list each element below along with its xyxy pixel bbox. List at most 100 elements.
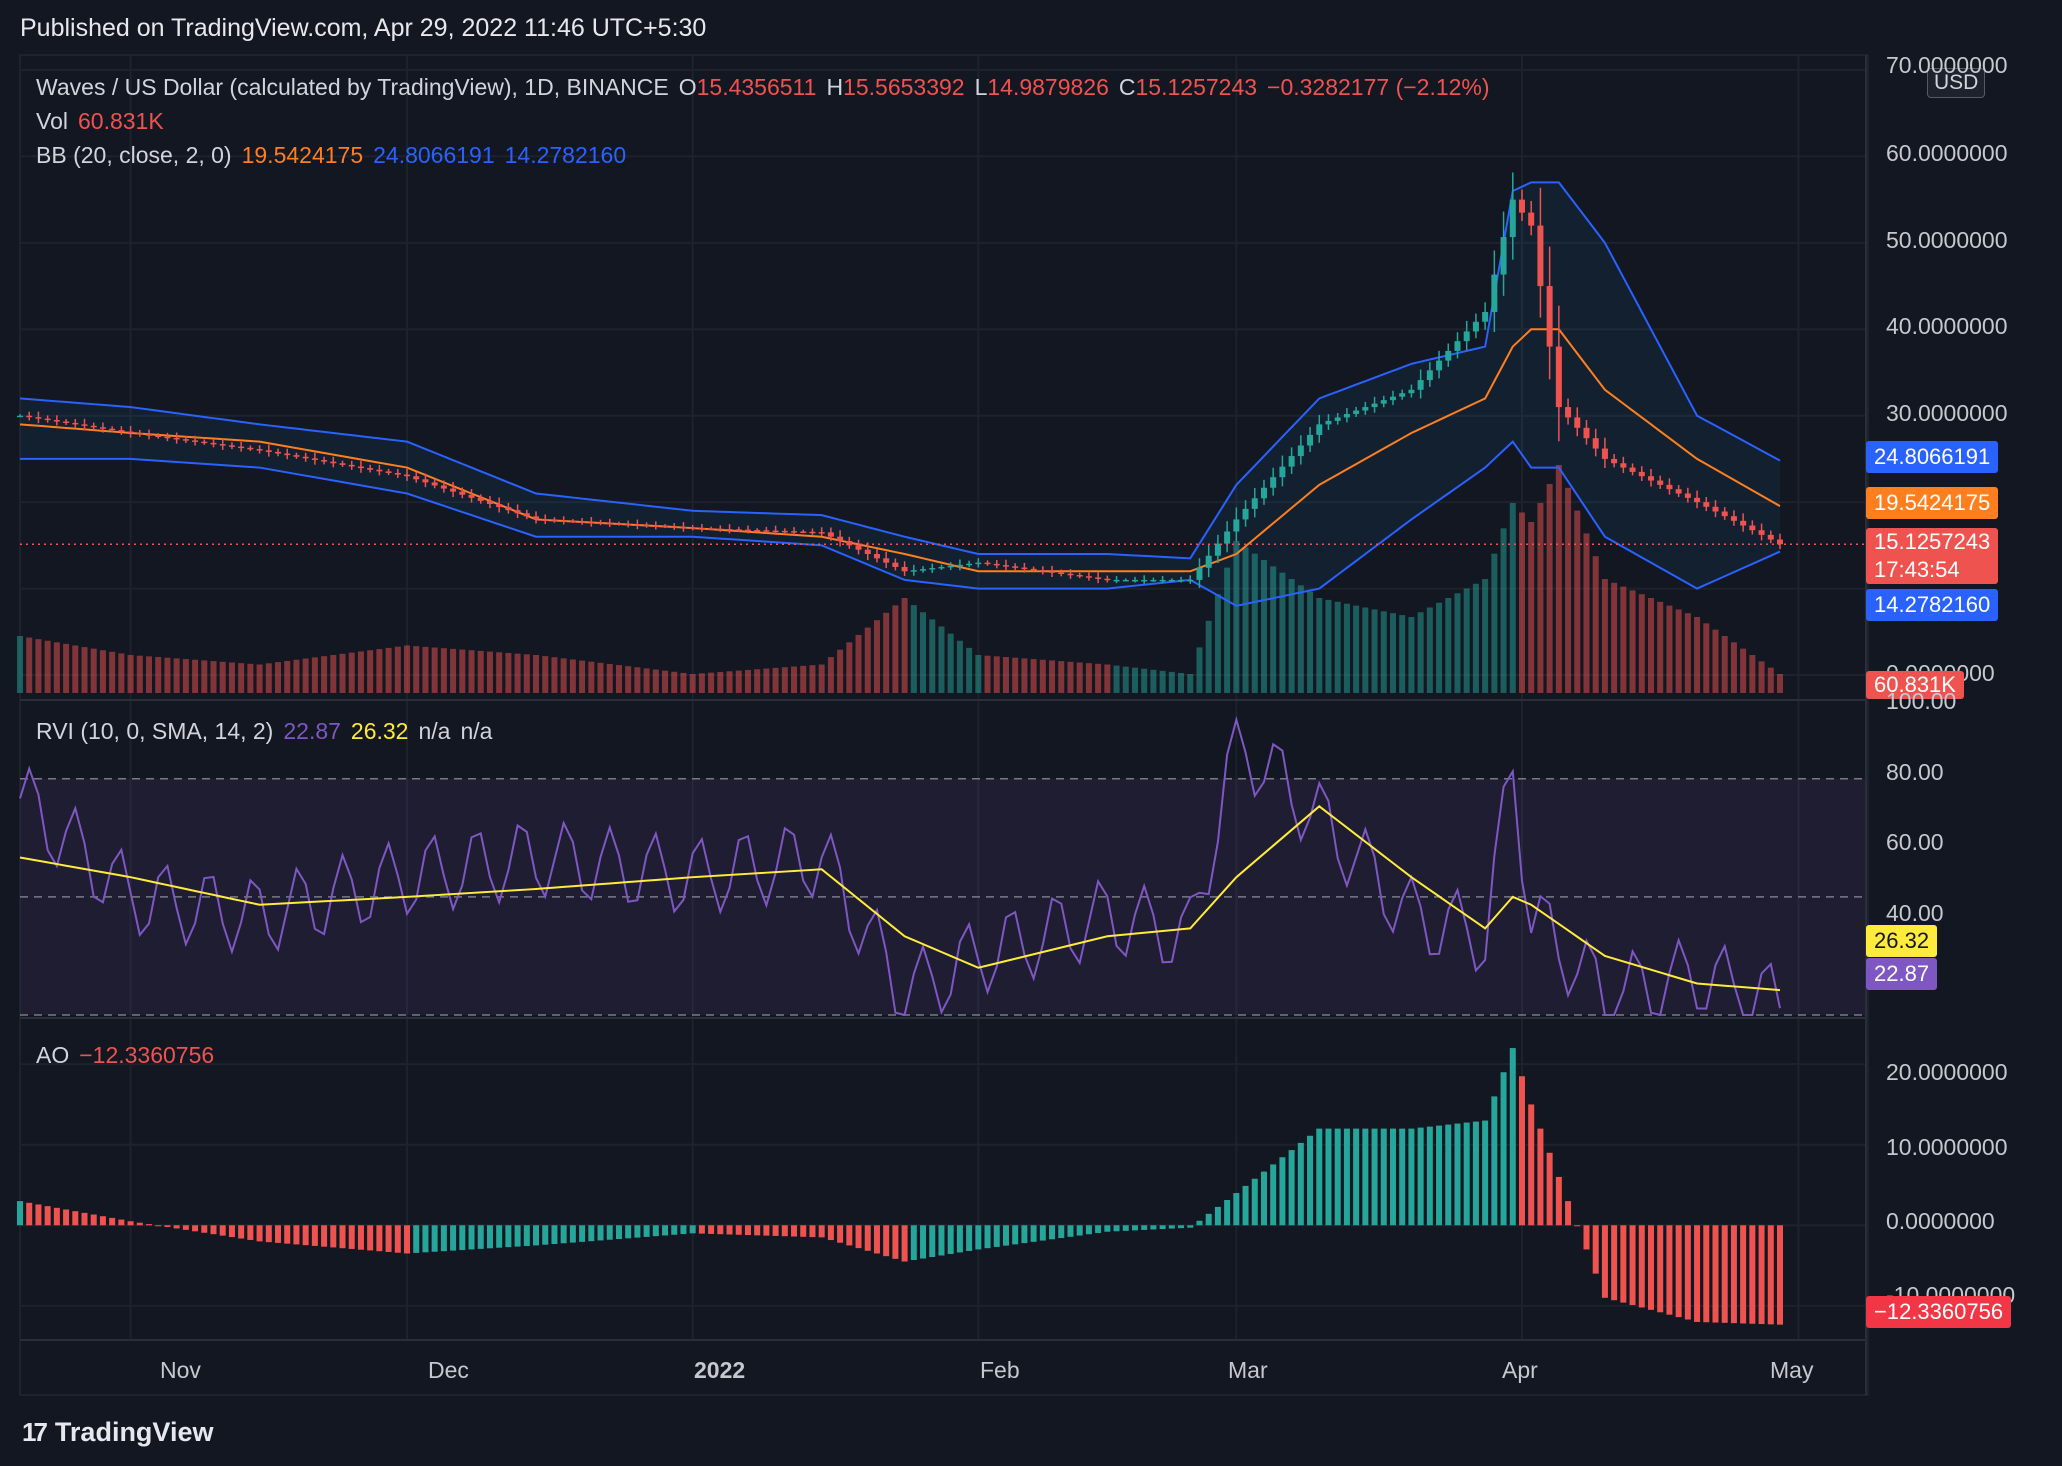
candle-body	[1380, 400, 1387, 404]
volume-bar	[1150, 669, 1157, 693]
candle-body	[1187, 579, 1194, 582]
ao-bar	[1399, 1128, 1406, 1226]
candle-body	[26, 415, 33, 418]
candle-body	[450, 488, 457, 492]
candle-body	[726, 528, 733, 531]
ao-bar	[689, 1225, 696, 1234]
volume-bar	[1371, 609, 1378, 693]
ao-bar	[1030, 1225, 1037, 1242]
candle-body	[1067, 573, 1074, 576]
ao-bar	[966, 1225, 973, 1251]
ao-bar	[1260, 1171, 1267, 1226]
volume-bar	[1537, 503, 1544, 693]
volume-bar	[698, 673, 705, 693]
candle-body	[247, 447, 254, 450]
volume-bar	[1307, 591, 1314, 693]
volume-bar	[192, 659, 199, 693]
rvi-na-1: n/a	[418, 718, 451, 744]
ao-bar	[1611, 1225, 1618, 1301]
ao-bar	[1777, 1225, 1783, 1325]
volume-bar	[394, 646, 401, 693]
candle-body	[486, 500, 493, 504]
ao-bar	[1509, 1048, 1516, 1226]
volume-bar	[1380, 611, 1387, 693]
candle-body	[1417, 380, 1424, 390]
volume-bar	[966, 647, 973, 693]
bar-countdown: 17:43:54	[1874, 557, 1960, 582]
volume-bar	[1454, 593, 1461, 693]
volume-bar	[339, 653, 346, 693]
ao-bar	[256, 1225, 263, 1242]
ao-bar	[505, 1225, 512, 1248]
bb-basis-value: 19.5424175	[241, 142, 364, 168]
ao-bar	[450, 1225, 457, 1251]
volume-bar	[1758, 661, 1765, 693]
candle-body	[569, 520, 576, 523]
currency-button[interactable]: USD	[1927, 68, 1986, 98]
ao-bar	[864, 1225, 871, 1251]
volume-bar	[1749, 655, 1756, 693]
ao-bar	[1307, 1135, 1314, 1226]
candle-body	[210, 442, 217, 445]
ao-bar	[404, 1225, 411, 1254]
ao-bar	[173, 1225, 180, 1229]
ao-bar	[1500, 1072, 1507, 1226]
candle-body	[275, 451, 282, 454]
ao-bar	[1389, 1128, 1396, 1226]
volume-bar	[1565, 487, 1572, 693]
candle-body	[920, 569, 927, 571]
ao-tick-20: 20.0000000	[1886, 1059, 2008, 1085]
candle-body	[72, 422, 79, 425]
candle-body	[680, 527, 687, 529]
volume-legend: Vol 60.831K	[36, 108, 174, 135]
volume-bar	[818, 664, 825, 693]
volume-bar	[763, 668, 770, 693]
candle-body	[1058, 572, 1065, 575]
ao-bar	[99, 1216, 106, 1226]
candle-body	[1049, 571, 1056, 573]
ao-bar	[109, 1217, 116, 1226]
volume-bar	[496, 652, 503, 693]
candle-body	[330, 461, 337, 464]
volume-bar	[468, 650, 475, 693]
x-label-feb: Feb	[980, 1357, 1020, 1383]
candle-body	[708, 528, 715, 530]
volume-bar	[413, 646, 420, 693]
volume-bar	[1730, 642, 1737, 693]
volume-bar	[1620, 586, 1627, 693]
volume-bar	[146, 656, 153, 693]
candle-body	[1436, 360, 1443, 371]
ao-bar	[625, 1225, 632, 1239]
volume-bar	[1583, 533, 1590, 693]
volume-bar	[164, 657, 171, 693]
volume-bar	[864, 627, 871, 693]
ao-bar	[357, 1225, 364, 1250]
rvi-label: RVI (10, 0, SMA, 14, 2)	[36, 718, 274, 744]
ao-bar	[1408, 1128, 1415, 1226]
rvi-tick-80: 80.00	[1886, 759, 1944, 785]
volume-bar	[1721, 636, 1728, 693]
volume-bar	[228, 662, 235, 693]
ao-bar	[1150, 1225, 1157, 1230]
candle-body	[1251, 498, 1258, 509]
ao-bar	[72, 1211, 79, 1226]
tradingview-footer[interactable]: 17 TradingView	[22, 1417, 213, 1448]
ao-bar	[385, 1225, 392, 1252]
candle-body	[1472, 321, 1479, 332]
volume-bar	[1141, 668, 1148, 693]
volume-bar	[837, 649, 844, 693]
volume-bar	[1196, 647, 1203, 693]
rvi-signal-line	[19, 805, 1781, 992]
ao-bar	[1749, 1225, 1756, 1324]
ao-bar	[1021, 1225, 1028, 1244]
volume-bar	[1205, 620, 1212, 693]
volume-bar	[1555, 465, 1562, 693]
volume-bar	[26, 637, 33, 693]
candle-body	[966, 563, 973, 566]
ao-bar	[634, 1225, 641, 1238]
candle-body	[984, 562, 991, 565]
ao-tick-10: 10.0000000	[1886, 1134, 2008, 1160]
ao-bar	[1758, 1225, 1765, 1325]
ao-legend: AO −12.3360756	[36, 1042, 224, 1069]
